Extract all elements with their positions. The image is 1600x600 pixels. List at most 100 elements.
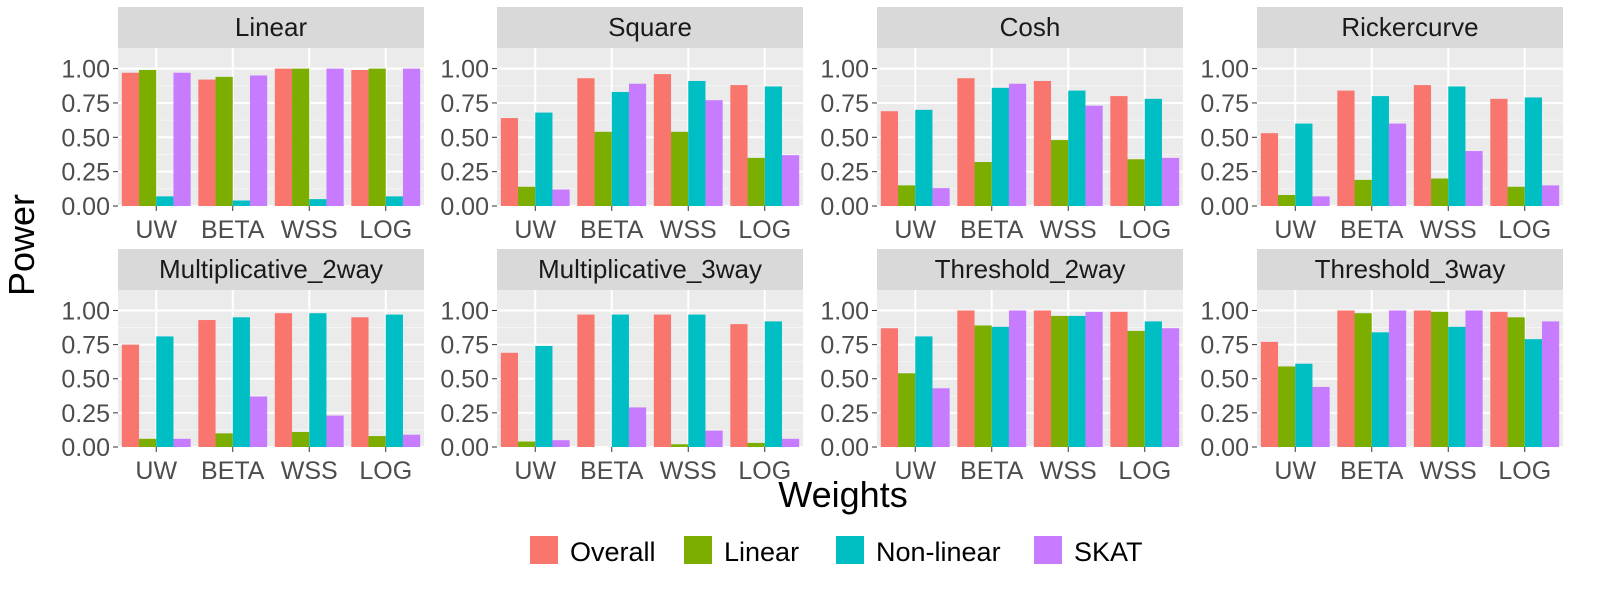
legend-key bbox=[1034, 536, 1062, 564]
bar-overall-log bbox=[730, 324, 748, 447]
panel-title: Linear bbox=[235, 12, 308, 42]
bar-linear-uw bbox=[139, 438, 157, 447]
x-tick-label: UW bbox=[514, 216, 556, 244]
bar-linear-wss bbox=[1051, 140, 1069, 206]
bar-non-linear-wss bbox=[1448, 326, 1466, 447]
bar-linear-uw bbox=[898, 373, 916, 447]
x-tick-label: BETA bbox=[201, 457, 265, 485]
bar-linear-uw bbox=[518, 186, 536, 206]
bar-linear-uw bbox=[1278, 195, 1296, 206]
bar-skat-log bbox=[1541, 321, 1560, 447]
y-tick-label: 0.75 bbox=[440, 332, 489, 360]
bar-skat-uw bbox=[1312, 196, 1330, 206]
panel-multiplicative-2way: Multiplicative_2way 0.00 0.25 0.50 0.75 1.00 U… bbox=[61, 249, 424, 485]
panel-title: Threshold_3way bbox=[1315, 254, 1506, 284]
bar-overall-log bbox=[1490, 98, 1508, 206]
bar-non-linear-wss bbox=[688, 314, 706, 447]
bar-linear-beta bbox=[215, 76, 233, 206]
bar-non-linear-beta bbox=[1371, 96, 1389, 206]
panel-title: Rickercurve bbox=[1341, 12, 1478, 42]
x-tick-label: BETA bbox=[201, 216, 265, 244]
legend-key bbox=[836, 536, 864, 564]
bar-overall-log bbox=[351, 317, 369, 447]
bar-skat-wss bbox=[1465, 310, 1483, 447]
legend: Overall Linear Non-linear SKAT bbox=[530, 536, 1143, 567]
x-tick-label: WSS bbox=[1420, 216, 1477, 244]
x-tick-label: BETA bbox=[1340, 216, 1404, 244]
y-tick-label: 0.75 bbox=[820, 332, 869, 360]
y-tick-label: 0.50 bbox=[820, 366, 869, 394]
bar-skat-uw bbox=[1312, 386, 1330, 447]
x-tick-label: BETA bbox=[580, 457, 644, 485]
y-tick-label: 0.50 bbox=[1200, 124, 1249, 152]
y-tick-label: 0.75 bbox=[440, 90, 489, 118]
x-tick-label: LOG bbox=[1118, 457, 1171, 485]
bar-overall-log bbox=[1110, 96, 1128, 206]
x-tick-label: WSS bbox=[281, 457, 338, 485]
x-tick-label: UW bbox=[894, 457, 936, 485]
bar-linear-log bbox=[1507, 186, 1525, 206]
bar-overall-uw bbox=[1260, 341, 1279, 447]
panel-title: Multiplicative_2way bbox=[159, 254, 383, 284]
bar-overall-beta bbox=[1337, 310, 1355, 447]
y-tick-label: 0.00 bbox=[440, 193, 489, 221]
x-axis-title: Weights bbox=[778, 474, 907, 515]
bar-skat-log bbox=[781, 155, 800, 206]
bar-non-linear-beta bbox=[1371, 332, 1389, 447]
y-tick-label: 0.75 bbox=[1200, 90, 1249, 118]
bar-overall-beta bbox=[957, 78, 975, 206]
bar-skat-uw bbox=[552, 189, 570, 206]
panel-title: Square bbox=[608, 12, 692, 42]
y-tick-label: 0.50 bbox=[440, 124, 489, 152]
bar-non-linear-beta bbox=[232, 200, 250, 206]
y-tick-label: 1.00 bbox=[820, 56, 869, 84]
bar-skat-log bbox=[402, 434, 421, 447]
bar-skat-uw bbox=[932, 188, 950, 206]
bar-skat-beta bbox=[1388, 310, 1407, 447]
bar-linear-beta bbox=[974, 325, 992, 447]
bar-linear-log bbox=[1507, 317, 1525, 447]
bar-skat-beta bbox=[249, 396, 268, 447]
strip-threshold-2way bbox=[877, 249, 1183, 290]
bar-overall-beta bbox=[198, 79, 216, 206]
bar-non-linear-log bbox=[764, 321, 782, 447]
legend-key bbox=[530, 536, 558, 564]
bar-non-linear-beta bbox=[991, 87, 1009, 206]
legend-label: Linear bbox=[724, 537, 799, 567]
y-tick-label: 0.00 bbox=[440, 434, 489, 462]
bar-skat-log bbox=[781, 438, 800, 447]
legend-label: SKAT bbox=[1074, 537, 1143, 567]
x-tick-label: LOG bbox=[1498, 216, 1551, 244]
x-tick-label: LOG bbox=[1118, 216, 1171, 244]
bar-non-linear-uw bbox=[915, 109, 933, 206]
bar-overall-wss bbox=[1413, 85, 1432, 206]
bar-non-linear-log bbox=[1524, 339, 1542, 447]
bar-non-linear-uw bbox=[1295, 123, 1313, 206]
bar-non-linear-beta bbox=[991, 326, 1009, 447]
y-tick-label: 0.00 bbox=[820, 434, 869, 462]
panel-square: Square 0.00 0.25 0.50 0.75 1.00 UW BETA WSS LOG bbox=[440, 7, 803, 244]
x-tick-label: BETA bbox=[1340, 457, 1404, 485]
bar-linear-beta bbox=[1354, 179, 1372, 206]
y-tick-label: 0.00 bbox=[820, 193, 869, 221]
bar-skat-wss bbox=[705, 100, 723, 206]
bar-non-linear-log bbox=[1144, 321, 1162, 447]
x-tick-label: WSS bbox=[1040, 457, 1097, 485]
bar-skat-beta bbox=[1008, 310, 1027, 447]
bar-overall-log bbox=[1490, 311, 1508, 447]
bar-overall-log bbox=[730, 85, 748, 206]
panel-threshold-3way: Threshold_3way 0.00 0.25 0.50 0.75 1.00 UW BETA… bbox=[1200, 249, 1563, 485]
bar-linear-wss bbox=[671, 444, 689, 447]
bar-skat-uw bbox=[173, 438, 191, 447]
x-tick-label: LOG bbox=[738, 457, 791, 485]
panel-rickercurve: Rickercurve 0.00 0.25 0.50 0.75 1.00 UW BETA WSS… bbox=[1200, 7, 1563, 244]
strip-linear bbox=[118, 7, 424, 48]
y-tick-label: 0.25 bbox=[61, 159, 110, 187]
y-tick-label: 1.00 bbox=[440, 297, 489, 325]
y-tick-label: 0.00 bbox=[1200, 434, 1249, 462]
bar-skat-wss bbox=[1465, 151, 1483, 206]
bar-overall-wss bbox=[1033, 310, 1052, 447]
legend-item-non-linear: Non-linear bbox=[836, 536, 1001, 567]
x-tick-label: UW bbox=[514, 457, 556, 485]
y-tick-label: 0.25 bbox=[1200, 400, 1249, 428]
